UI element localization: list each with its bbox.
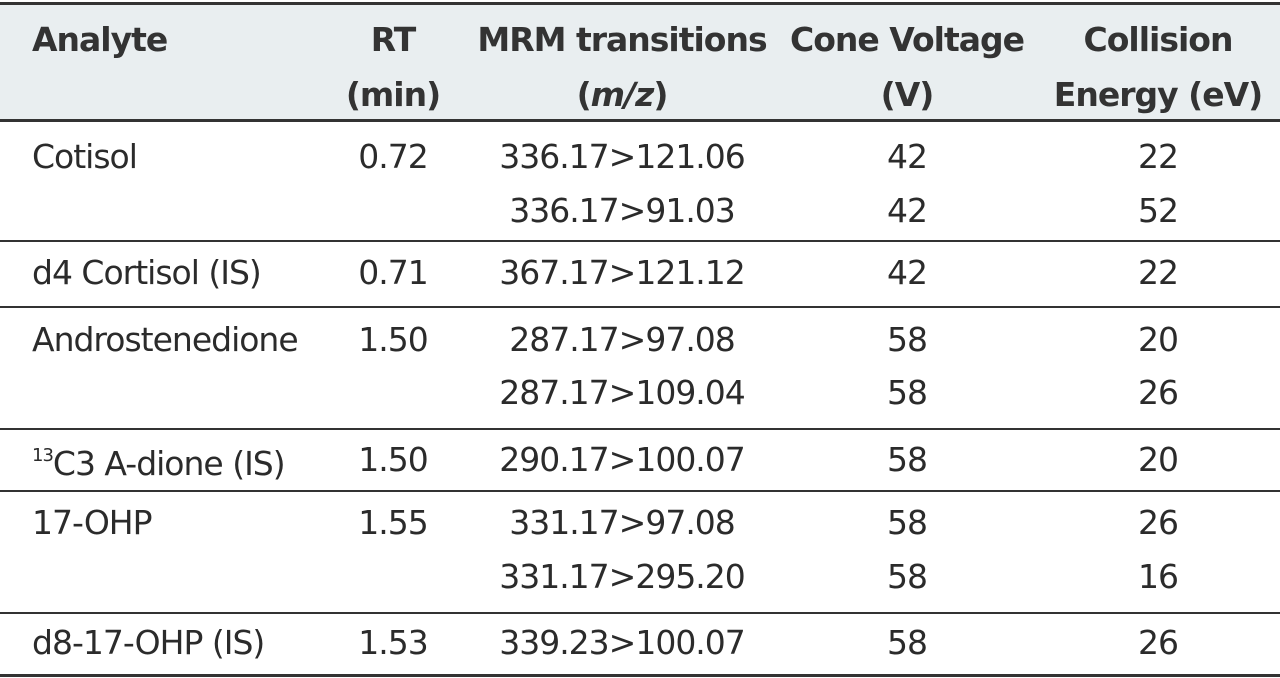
analyte-name: d8-17-OHP (IS) xyxy=(32,623,265,662)
row-rule xyxy=(0,428,1280,430)
analyte: Cotisol xyxy=(32,137,138,177)
ce: 20 xyxy=(1138,320,1179,359)
mrm: 336.17>121.06 xyxy=(499,137,746,176)
ce: 20 xyxy=(1138,440,1179,479)
mrm: 336.17>91.03 xyxy=(509,191,736,230)
ce: 26 xyxy=(1138,623,1179,662)
header-cell: MRM transitions xyxy=(477,20,767,59)
row-rule xyxy=(0,306,1280,308)
unit: m/z xyxy=(590,75,655,114)
cone: 58 xyxy=(887,623,928,662)
header-cell: (m/z) xyxy=(576,75,669,115)
header-cell: RT xyxy=(370,20,416,59)
analyte-name: 17-OHP xyxy=(32,503,153,542)
row-rule xyxy=(0,119,1280,122)
row-rule xyxy=(0,240,1280,242)
rt: 1.50 xyxy=(358,440,428,479)
ce: 52 xyxy=(1138,191,1179,230)
rt: 0.72 xyxy=(358,137,428,176)
mrm: 287.17>97.08 xyxy=(509,320,736,359)
analyte: 13C3 A-dione (IS) xyxy=(32,436,286,484)
mrm: 367.17>121.12 xyxy=(499,253,746,292)
cone: 58 xyxy=(887,557,928,596)
row-rule xyxy=(0,612,1280,614)
mrm: 339.23>100.07 xyxy=(499,623,746,662)
mrm: 331.17>295.20 xyxy=(499,557,746,596)
rt: 1.55 xyxy=(358,503,428,542)
row-rule xyxy=(0,490,1280,492)
header-cell: Collision xyxy=(1083,20,1234,59)
cone: 42 xyxy=(887,253,928,292)
mrm: 290.17>100.07 xyxy=(499,440,746,479)
header-cell: Cone Voltage xyxy=(789,20,1025,59)
ce: 22 xyxy=(1138,253,1179,292)
ce: 26 xyxy=(1138,373,1179,412)
header-cell: (V) xyxy=(880,75,935,114)
analyte-name: Cotisol xyxy=(32,137,138,176)
cone: 42 xyxy=(887,137,928,176)
mrm: 287.17>109.04 xyxy=(499,373,746,412)
analyte-name: Androstenedione xyxy=(32,320,299,359)
analyte-name: C3 A-dione (IS) xyxy=(52,444,286,483)
rt: 1.50 xyxy=(358,320,428,359)
cone: 58 xyxy=(887,503,928,542)
analyte: 17-OHP xyxy=(32,503,153,543)
rt: 1.53 xyxy=(358,623,428,662)
paren: ) xyxy=(653,75,668,114)
ce: 22 xyxy=(1138,137,1179,176)
ce: 16 xyxy=(1138,557,1179,596)
mrm: 331.17>97.08 xyxy=(509,503,736,542)
isotope: 13 xyxy=(32,445,54,466)
header-cell: (min) xyxy=(345,75,441,114)
analyte: Androstenedione xyxy=(32,320,299,360)
analyte-name: d4 Cortisol (IS) xyxy=(32,253,262,292)
paren: ( xyxy=(576,75,592,114)
ce: 26 xyxy=(1138,503,1179,542)
cone: 58 xyxy=(887,320,928,359)
header-cell: Analyte xyxy=(32,20,168,59)
header-background xyxy=(0,3,1280,120)
row-rule xyxy=(0,674,1280,677)
row-rule xyxy=(0,2,1280,5)
analyte: d8-17-OHP (IS) xyxy=(32,623,265,663)
cone: 42 xyxy=(887,191,928,230)
cone: 58 xyxy=(887,373,928,412)
cone: 58 xyxy=(887,440,928,479)
rt: 0.71 xyxy=(358,253,428,292)
header-cell: Energy (eV) xyxy=(1053,75,1263,114)
analyte: d4 Cortisol (IS) xyxy=(32,253,262,293)
